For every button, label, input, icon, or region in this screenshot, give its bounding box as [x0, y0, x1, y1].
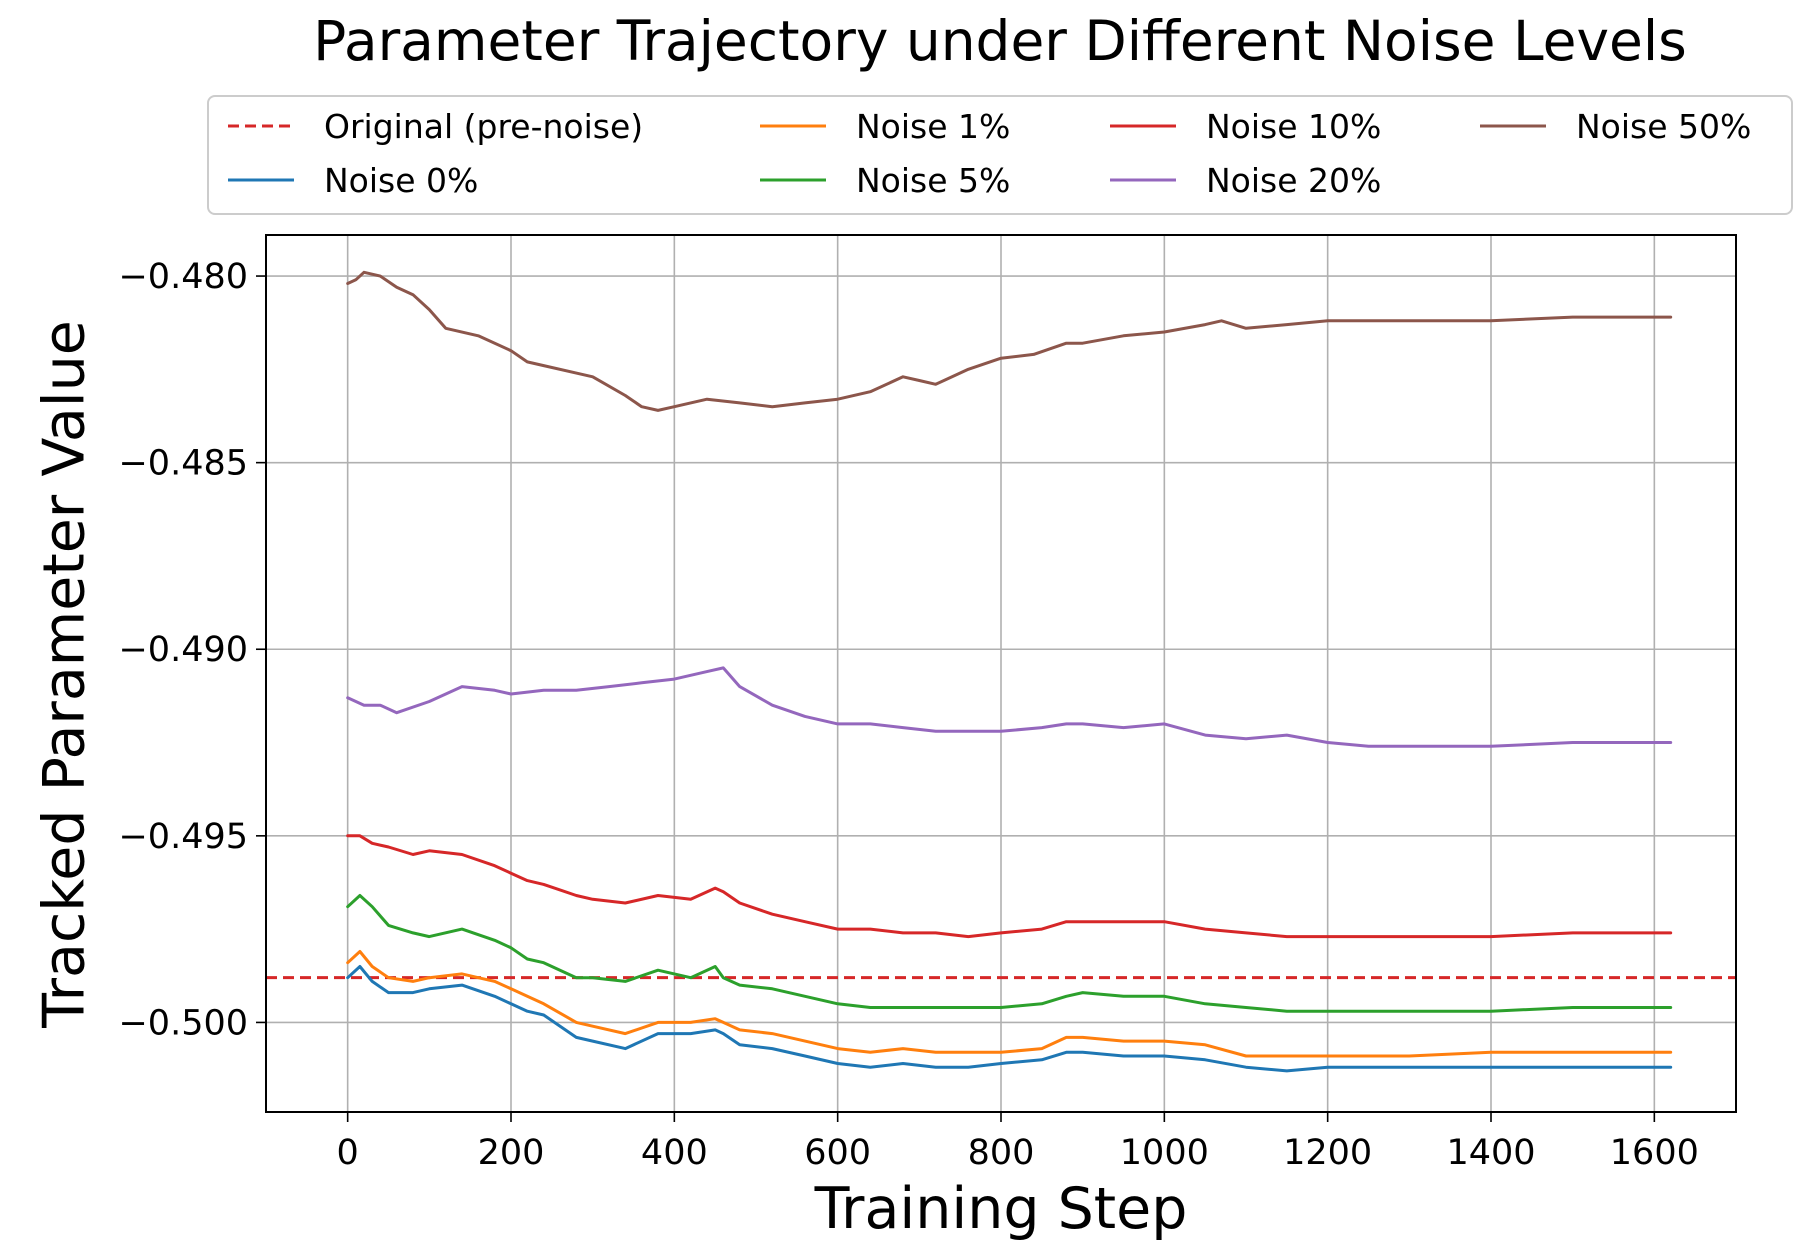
- x-axis-label: Training Step: [814, 1176, 1188, 1242]
- legend-label: Noise 0%: [324, 161, 478, 200]
- legend-label: Noise 20%: [1206, 161, 1381, 200]
- y-tick-label: −0.500: [118, 1003, 248, 1043]
- series-line-noise-5: [346, 894, 1673, 1013]
- y-tick-label: −0.490: [118, 630, 248, 670]
- legend-label: Noise 1%: [856, 107, 1010, 146]
- legend-frame: [207, 95, 1793, 215]
- x-tick-label: 600: [804, 1133, 871, 1173]
- series-line-noise-0: [346, 965, 1673, 1073]
- series-group: [346, 270, 1673, 1073]
- x-axis: 0 200 400 600 800 1000 1200 1400 1600: [337, 1112, 1699, 1173]
- x-tick-label: 200: [478, 1133, 545, 1173]
- y-tick-label: −0.485: [118, 444, 248, 484]
- x-tick-label: 1000: [1120, 1133, 1209, 1173]
- x-tick-label: 1200: [1283, 1133, 1372, 1173]
- y-axis-label: Tracked Parameter Value: [32, 320, 98, 1029]
- x-tick-label: 800: [968, 1133, 1035, 1173]
- x-tick-label: 1400: [1446, 1133, 1535, 1173]
- grid: [266, 235, 1736, 1112]
- y-axis: −0.480 −0.485 −0.490 −0.495 −0.500: [118, 257, 266, 1043]
- series-line-noise-20: [346, 666, 1673, 748]
- x-tick-label: 1600: [1610, 1133, 1699, 1173]
- series-line-noise-50: [346, 270, 1673, 412]
- legend-label: Noise 50%: [1576, 107, 1751, 146]
- chart-title: Parameter Trajectory under Different Noi…: [313, 9, 1687, 73]
- x-tick-label: 0: [337, 1133, 359, 1173]
- y-tick-label: −0.495: [118, 817, 248, 857]
- legend: Original (pre-noise) Noise 0% Noise 1% Nois…: [207, 95, 1793, 215]
- legend-label: Original (pre-noise): [324, 107, 643, 146]
- x-tick-label: 400: [641, 1133, 708, 1173]
- y-tick-label: −0.480: [118, 257, 248, 297]
- legend-label: Noise 5%: [856, 161, 1010, 200]
- series-line-noise-1: [346, 950, 1673, 1058]
- series-line-noise-10: [346, 834, 1673, 939]
- legend-label: Noise 10%: [1206, 107, 1381, 146]
